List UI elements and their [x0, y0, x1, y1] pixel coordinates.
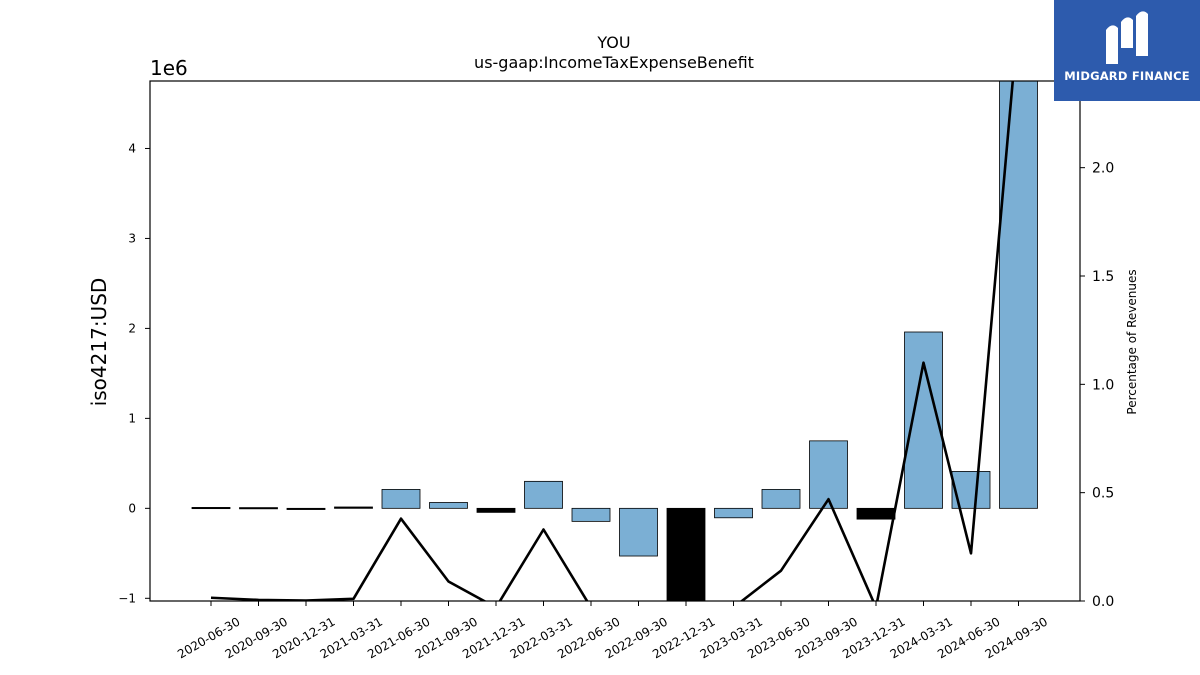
plot-frame [149, 80, 1081, 602]
bar-2023-12-31 [856, 507, 896, 520]
y-axis-label: iso4217:USD [87, 278, 111, 407]
y2-tick-label: 1.5 [1092, 269, 1114, 285]
bar-2022-09-30 [619, 507, 658, 557]
y-tick-label: 4 [128, 141, 136, 155]
bar-2021-09-30 [429, 502, 468, 509]
logo-mark-icon [1106, 11, 1148, 64]
y-tick-label: −1 [118, 591, 136, 605]
bar-2022-12-31 [666, 507, 706, 602]
bar-2023-09-30 [809, 440, 848, 509]
bar-2024-09-30 [999, 80, 1038, 509]
y-tick-label: 2 [128, 321, 136, 335]
y2-tick-label: 0.0 [1092, 594, 1114, 610]
y-tick-label: 1 [128, 411, 136, 425]
bar-2023-06-30 [761, 489, 801, 509]
bar-2021-06-30 [381, 489, 421, 509]
revenue-percentage-line [210, 81, 1015, 601]
y-tick-label: 3 [128, 231, 136, 245]
bar-2020-06-30 [191, 507, 231, 510]
y2-tick-label: 1.0 [1092, 377, 1114, 393]
bar-2022-06-30 [571, 507, 611, 522]
chart-subtitle: us-gaap:IncomeTaxExpenseBenefit [474, 53, 754, 72]
y2-axis-label: Percentage of Revenues [1125, 269, 1139, 414]
chart-title: YOU [596, 33, 630, 52]
y-tick-label: 0 [128, 501, 136, 515]
y-offset-label: 1e6 [150, 56, 188, 80]
bar-2021-12-31 [476, 507, 516, 513]
bar-2023-03-31 [714, 507, 753, 519]
plot-area: −1012340.00.51.01.52.02020-06-302020-09-… [118, 80, 1114, 661]
y2-tick-label: 0.5 [1092, 486, 1114, 502]
bar-2020-09-30 [239, 507, 278, 510]
brand-logo: MIDGARD FINANCE [1054, 0, 1200, 101]
logo-text: MIDGARD FINANCE [1064, 69, 1190, 83]
bar-2021-03-31 [334, 506, 373, 509]
bar-2022-03-31 [524, 480, 563, 509]
y2-tick-label: 2.0 [1092, 161, 1114, 177]
bar-2020-12-31 [286, 507, 326, 510]
